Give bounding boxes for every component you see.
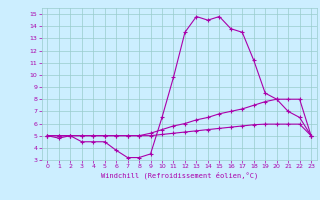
X-axis label: Windchill (Refroidissement éolien,°C): Windchill (Refroidissement éolien,°C): [100, 172, 258, 179]
